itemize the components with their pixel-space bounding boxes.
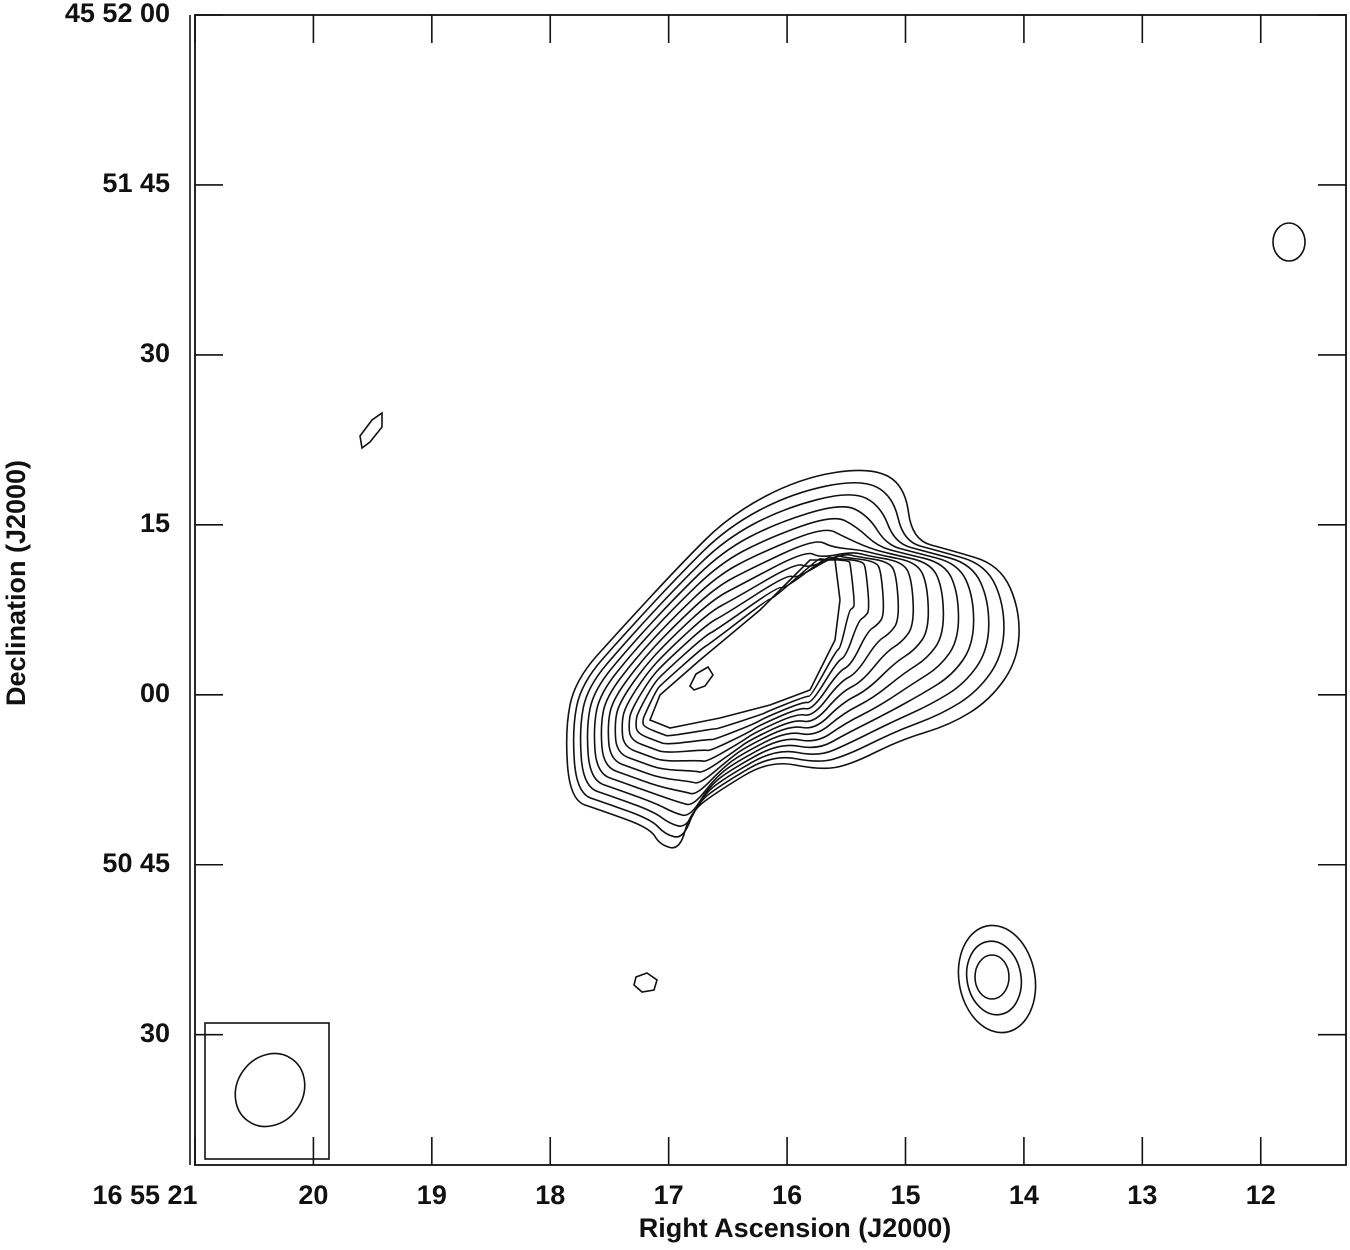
- contour: [974, 954, 1010, 1000]
- contour: [649, 559, 841, 729]
- contour: [600, 529, 945, 795]
- x-tick-label: 13: [1127, 1180, 1157, 1210]
- x-tick-label: 12: [1246, 1180, 1276, 1210]
- contour: [586, 506, 975, 817]
- contour: [635, 556, 870, 745]
- x-tick-label: 20: [298, 1180, 328, 1210]
- y-tick-label: 30: [140, 338, 170, 368]
- y-tick-label: 15: [140, 508, 170, 538]
- x-axis-label: Right Ascension (J2000): [639, 1213, 952, 1243]
- contour: [965, 940, 1023, 1016]
- contour: [689, 665, 714, 691]
- x-tick-label: 18: [535, 1180, 565, 1210]
- contour: [565, 469, 1020, 849]
- contour: [957, 924, 1037, 1034]
- x-tick-label: 19: [417, 1180, 447, 1210]
- contour: [621, 553, 900, 762]
- contour: [572, 481, 1005, 838]
- y-tick-label: 45 52 00: [65, 0, 170, 28]
- contour: [1272, 222, 1306, 262]
- x-tick-label: 17: [654, 1180, 684, 1210]
- plot-frame: [194, 14, 1347, 1166]
- x-tick-label: 15: [890, 1180, 920, 1210]
- beam: [234, 1052, 306, 1128]
- contour: [593, 517, 960, 806]
- contour: [607, 541, 930, 784]
- contours: [359, 222, 1306, 1034]
- contour: [628, 555, 885, 753]
- y-tick-label: 30: [140, 1018, 170, 1048]
- contour: [359, 411, 383, 450]
- contour: [642, 557, 855, 737]
- y-axis-label: Declination (J2000): [1, 460, 31, 706]
- y-tick-label: 51 45: [102, 168, 170, 198]
- x-tick-label: 16 55 21: [92, 1180, 197, 1210]
- contour: [614, 552, 915, 773]
- x-tick-label: 14: [1009, 1180, 1039, 1210]
- x-tick-label: 16: [772, 1180, 802, 1210]
- y-tick-label: 00: [140, 678, 170, 708]
- beam-box: [204, 1022, 330, 1160]
- y-tick-label: 50 45: [102, 848, 170, 878]
- contour: [633, 972, 658, 993]
